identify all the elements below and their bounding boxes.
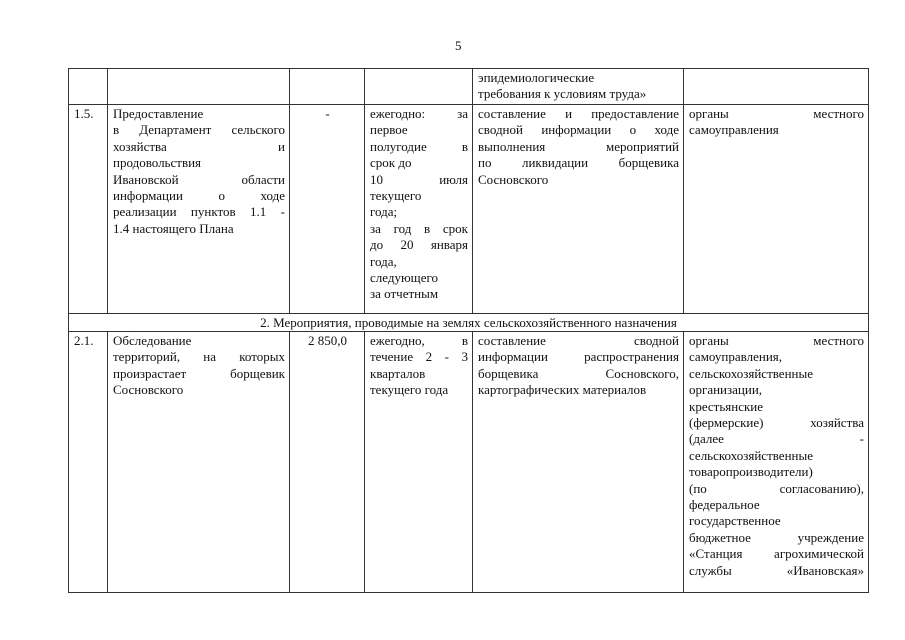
cell-name: Обследование территорий, на которых произр… <box>107 331 290 593</box>
text-line: выполнения мероприятий <box>478 138 679 154</box>
cell-result: эпидемиологические требования к условиям … <box>472 68 684 105</box>
text-line: ежегодно: за <box>370 106 468 121</box>
text-line: информации распространения <box>478 349 679 365</box>
text-line: бюджетное учреждение <box>689 529 864 545</box>
text-line: органы местного <box>689 106 864 121</box>
plan-table: эпидемиологические требования к условиям … <box>68 68 869 593</box>
text-line: эпидемиологические <box>478 70 595 85</box>
text-line: 1.4 настоящего Плана <box>113 220 234 236</box>
cell-term: ежегодно, в течение 2 - 3 кварталов текущег… <box>364 331 473 593</box>
text-line: сельскохозяйственные <box>689 447 813 463</box>
text-line: Обследование <box>113 333 192 348</box>
text-line: Сосновского <box>478 171 549 187</box>
text-line: информации о ходе <box>113 188 285 204</box>
cell-executors <box>683 68 869 105</box>
text-line: произрастает борщевик <box>113 365 285 381</box>
cell-executors: органы местного самоуправления <box>683 104 869 314</box>
cell-result: составление и предоставление сводной инфо… <box>472 104 684 314</box>
table-row-continuation: эпидемиологические требования к условиям … <box>68 68 869 105</box>
text-line: борщевика Сосновского, <box>478 365 679 381</box>
text-line: хозяйства и <box>113 138 285 154</box>
text-line: картографических материалов <box>478 382 647 398</box>
page-number: 5 <box>455 38 462 53</box>
text-line: самоуправления <box>689 122 779 138</box>
text-line: ежегодно, в <box>370 333 468 348</box>
cell-num: 1.5. <box>68 104 108 314</box>
cell-num <box>68 68 108 105</box>
text-line: составление сводной <box>478 333 679 348</box>
text-line: полугодие в <box>370 138 468 154</box>
cell-num: 2.1. <box>68 331 108 593</box>
cell-term: ежегодно: за первое полугодие в срок до 10 и… <box>364 104 473 314</box>
text-line: течение 2 - 3 <box>370 349 468 365</box>
text-line: срок до <box>370 155 412 171</box>
text-line: государственное <box>689 513 781 529</box>
text-line: до 20 января <box>370 237 468 253</box>
table-row-2-1: 2.1. Обследование территорий, на которых п… <box>68 331 869 593</box>
cell-result: составление сводной информации распростра… <box>472 331 684 593</box>
text-line: текущего года <box>370 382 449 398</box>
cell-amount: - <box>289 104 365 314</box>
text-line: за отчетным <box>370 286 439 302</box>
text-line: сельскохозяйственные <box>689 365 813 381</box>
text-line: следующего <box>370 270 438 286</box>
cell-amount <box>289 68 365 105</box>
section-heading-row: 2. Мероприятия, проводимые на землях сел… <box>68 313 869 332</box>
text-line: года, <box>370 253 397 269</box>
text-line: (фермерские) хозяйства <box>689 415 864 431</box>
text-line: года; <box>370 204 398 220</box>
text-line: первое <box>370 122 408 138</box>
text-line: Предоставление <box>113 106 204 121</box>
text-line: (по согласованию), <box>689 480 864 496</box>
text-line: требования к условиям труда» <box>478 86 647 102</box>
section-2-title: 2. Мероприятия, проводимые на землях сел… <box>68 313 869 332</box>
text-line: текущего <box>370 188 422 204</box>
cell-amount: 2 850,0 <box>289 331 365 593</box>
table-row-1-5: 1.5. Предоставление в Департамент сельско… <box>68 104 869 314</box>
text-line: крестьянские <box>689 398 764 414</box>
cell-name <box>107 68 290 105</box>
text-line: «Станция агрохимической <box>689 546 864 562</box>
text-line: службы «Ивановская» <box>689 562 864 578</box>
text-line: по ликвидации борщевика <box>478 155 679 171</box>
text-line: самоуправления, <box>689 349 783 365</box>
text-line: организации, <box>689 382 763 398</box>
text-line: органы местного <box>689 333 864 348</box>
text-line: сводной информации о ходе <box>478 122 679 138</box>
text-line: в Департамент сельского <box>113 122 285 138</box>
text-line: товаропроизводители) <box>689 464 813 480</box>
text-line: за год в срок <box>370 220 468 236</box>
cell-term <box>364 68 473 105</box>
text-line: территорий, на которых <box>113 349 285 365</box>
text-line: (далее - <box>689 431 864 447</box>
text-line: кварталов <box>370 365 426 381</box>
text-line: продовольствия <box>113 155 202 171</box>
text-line: составление и предоставление <box>478 106 679 121</box>
cell-executors: органы местного самоуправления, сельскохоз… <box>683 331 869 593</box>
text-line: 10 июля <box>370 171 468 187</box>
text-line: федеральное <box>689 497 760 513</box>
text-line: Сосновского <box>113 382 184 398</box>
text-line: Ивановской области <box>113 171 285 187</box>
cell-name: Предоставление в Департамент сельского хоз… <box>107 104 290 314</box>
text-line: реализации пунктов 1.1 - <box>113 204 285 220</box>
